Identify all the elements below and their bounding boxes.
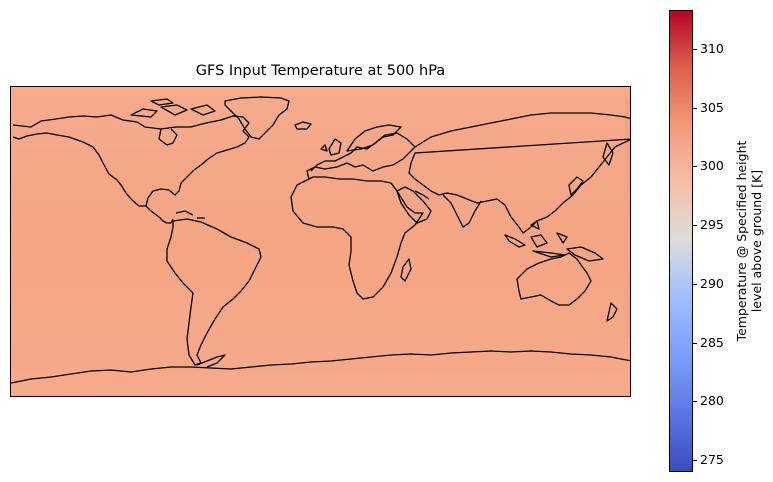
coastline-hudson-bay: [158, 128, 178, 146]
coastline-madagascar: [400, 258, 412, 282]
coastline-south-america: [166, 218, 262, 366]
coastline-britain: [320, 138, 342, 156]
coastline-asia: [408, 112, 630, 234]
coastline-caribbean: [175, 210, 205, 219]
coastline-central-america: [145, 205, 174, 224]
colorbar-tick-mark: [693, 107, 697, 109]
coastline-persian-gulf: [414, 190, 430, 200]
colorbar-tick-label: 285: [700, 334, 724, 350]
coastline-iceland: [294, 121, 312, 130]
colorbar-label-line1: Temperature @ Specified height: [734, 140, 749, 342]
colorbar-tick-label: 280: [700, 393, 724, 409]
coastline-greenland: [224, 96, 290, 140]
dateline-strip: [625, 97, 630, 337]
colorbar-tick-mark: [693, 225, 697, 227]
colorbar: [669, 10, 693, 472]
colorbar-tick-mark: [693, 166, 697, 168]
coastline-north-america: [12, 114, 250, 207]
coastline-japan: [568, 176, 584, 196]
colorbar-tick-label: 300: [700, 158, 724, 174]
coastline-antarctica: [11, 350, 630, 384]
colorbar-tick-label: 295: [700, 217, 724, 233]
coastline-scandinavia: [346, 124, 402, 152]
coastline-antarctic-peninsula: [196, 354, 226, 368]
coastline-india: [442, 194, 482, 228]
map-axes: [10, 86, 631, 397]
coastline-arabia: [396, 186, 432, 224]
colorbar-tick-mark: [693, 401, 697, 403]
coastline-africa: [290, 176, 424, 300]
coastline-kamchatka: [602, 142, 614, 166]
colorbar-label: Temperature @ Specified height level abo…: [734, 81, 764, 401]
coastline-new-zealand: [606, 302, 618, 322]
coastline-new-guinea: [566, 246, 604, 262]
colorbar-tick-mark: [693, 283, 697, 285]
coastline-arctic-islands: [130, 98, 216, 118]
coastline-australia: [516, 252, 592, 306]
colorbar-tick-mark: [693, 48, 697, 50]
colorbar-tick-label: 305: [700, 99, 724, 115]
colorbar-tick-label: 310: [700, 40, 724, 56]
map-title: GFS Input Temperature at 500 hPa: [195, 63, 446, 79]
colorbar-tick-mark: [693, 342, 697, 344]
temperature-field: [11, 87, 630, 396]
colorbar-label-line2: level above ground [K]: [749, 169, 764, 313]
colorbar-tick-label: 275: [700, 452, 724, 468]
coastline-europe: [306, 132, 416, 180]
colorbar-tick-mark: [693, 460, 697, 462]
world-map: [11, 87, 630, 396]
colorbar-tick-label: 290: [700, 275, 724, 291]
